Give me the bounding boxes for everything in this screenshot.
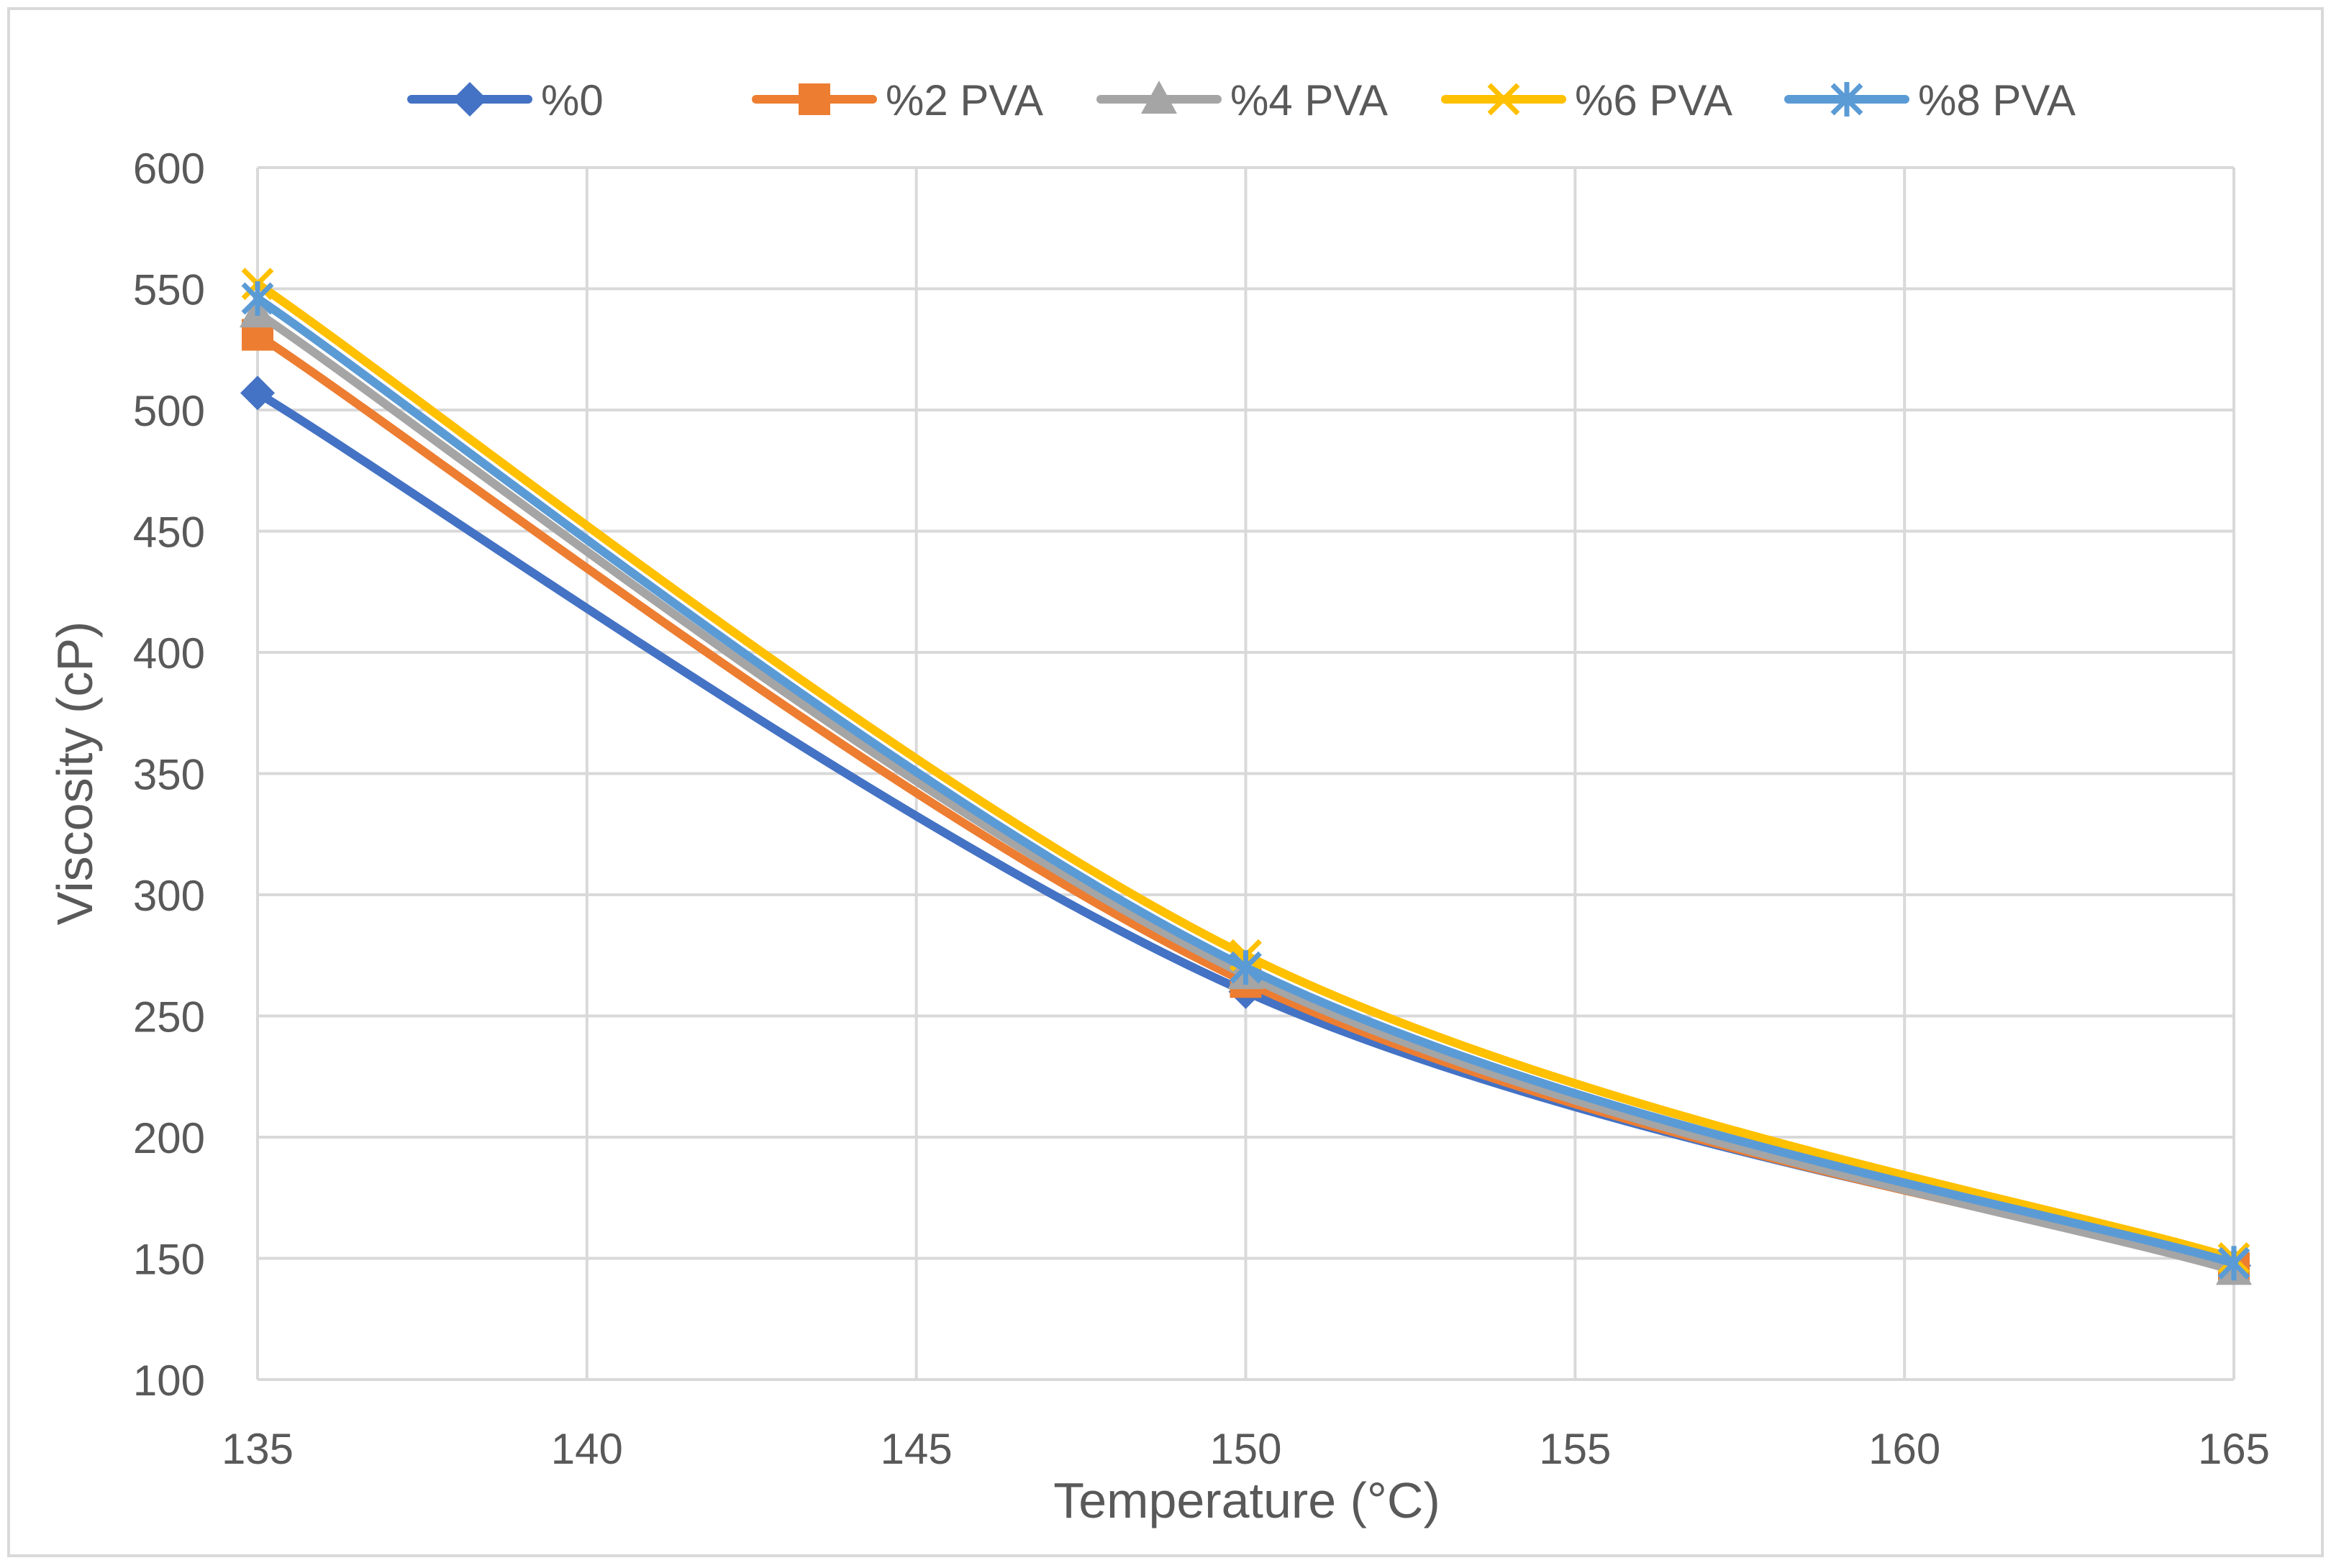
legend-label: %2 PVA <box>886 76 1043 124</box>
x-axis-tick-labels: 135 140 145 150 155 160 165 <box>222 1425 2270 1473</box>
legend-item[interactable]: %0 <box>407 76 604 124</box>
x-tick-label: 150 <box>1209 1425 1281 1473</box>
series-5 <box>241 281 2250 1281</box>
y-axis-title: Viscosity (cP) <box>47 621 103 926</box>
x-tick-label: 140 <box>551 1425 623 1473</box>
y-axis-tick-labels: 100 150 200 250 300 350 400 450 500 550 600 <box>133 145 205 1405</box>
y-tick-label: 200 <box>133 1114 205 1162</box>
legend[interactable]: %0 %2 PVA %4 PVA %6 PVA %8 PVA <box>407 76 2076 124</box>
x-tick-label: 165 <box>2198 1425 2270 1473</box>
y-tick-label: 400 <box>133 629 205 678</box>
legend-swatch-marker <box>1830 82 1863 117</box>
x-tick-label: 155 <box>1539 1425 1611 1473</box>
chart-border <box>7 7 2324 1557</box>
y-tick-label: 600 <box>133 145 205 193</box>
x-axis-title: Temperature (°C) <box>1053 1472 1440 1528</box>
legend-item[interactable]: %8 PVA <box>1784 76 2076 124</box>
legend-swatch-marker <box>1487 83 1520 116</box>
legend-label: %6 PVA <box>1575 76 1732 124</box>
y-tick-label: 250 <box>133 993 205 1041</box>
legend-swatch-marker <box>799 83 830 115</box>
y-tick-label: 500 <box>133 387 205 435</box>
legend-label: %4 PVA <box>1230 76 1388 124</box>
data-point-marker <box>240 375 275 411</box>
legend-swatch-marker <box>1141 81 1177 114</box>
x-tick-label: 145 <box>881 1425 953 1473</box>
legend-item[interactable]: %2 PVA <box>752 76 1043 124</box>
legend-label: %0 <box>541 76 604 124</box>
x-tick-label: 135 <box>222 1425 294 1473</box>
legend-swatch-marker <box>453 82 487 117</box>
legend-item[interactable]: %4 PVA <box>1096 76 1388 124</box>
data-point-marker <box>241 281 274 316</box>
legend-item[interactable]: %6 PVA <box>1441 76 1732 124</box>
y-tick-label: 550 <box>133 266 205 314</box>
series-group <box>240 268 2252 1285</box>
y-tick-label: 300 <box>133 872 205 920</box>
y-tick-label: 450 <box>133 509 205 557</box>
data-point-marker <box>1230 950 1262 985</box>
y-tick-label: 350 <box>133 751 205 799</box>
legend-label: %8 PVA <box>1918 76 2076 124</box>
data-point-marker <box>2217 1246 2250 1281</box>
y-tick-label: 150 <box>133 1236 205 1284</box>
y-tick-label: 100 <box>133 1357 205 1405</box>
x-tick-label: 160 <box>1868 1425 1940 1473</box>
